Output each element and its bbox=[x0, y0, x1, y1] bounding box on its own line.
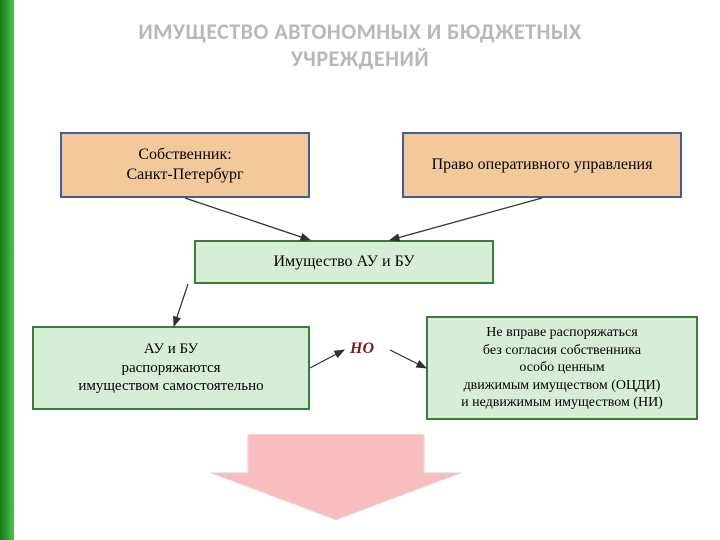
but-label-text: НО bbox=[350, 340, 374, 357]
box-owner-text: Собственник:Санкт-Петербург bbox=[126, 145, 243, 185]
box-restriction-text: Не вправе распоряжатьсябез согласия собс… bbox=[461, 324, 663, 412]
but-label: НО bbox=[350, 340, 374, 358]
slide-title: ИМУЩЕСТВО АВТОНОМНЫХ И БЮДЖЕТНЫХ УЧРЕЖДЕ… bbox=[0, 18, 720, 72]
box-property-text: Имущество АУ и БУ bbox=[273, 252, 414, 272]
large-down-arrow bbox=[210, 434, 462, 520]
box-property: Имущество АУ и БУ bbox=[194, 240, 494, 284]
box-right-of-management: Право оперативного управления bbox=[402, 132, 682, 198]
title-line-2: УЧРЕЖДЕНИЙ bbox=[0, 45, 720, 72]
box-owner: Собственник:Санкт-Петербург bbox=[60, 132, 310, 198]
slide-left-accent bbox=[0, 0, 14, 540]
box-right-text: Право оперативного управления bbox=[432, 155, 653, 175]
box-restriction: Не вправе распоряжатьсябез согласия собс… bbox=[426, 316, 698, 420]
box-dispose-self: АУ и БУраспоряжаютсяимуществом самостоят… bbox=[32, 326, 310, 410]
box-dispose-text: АУ и БУраспоряжаютсяимуществом самостоят… bbox=[78, 340, 263, 396]
title-line-1: ИМУЩЕСТВО АВТОНОМНЫХ И БЮДЖЕТНЫХ bbox=[0, 18, 720, 45]
